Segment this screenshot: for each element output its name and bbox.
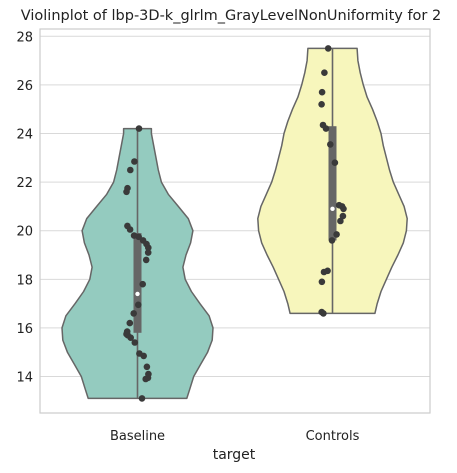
median-marker bbox=[330, 206, 335, 212]
data-point bbox=[335, 201, 343, 209]
median-marker bbox=[135, 291, 140, 297]
data-point bbox=[318, 101, 325, 108]
data-point bbox=[136, 350, 143, 357]
data-point bbox=[318, 88, 326, 96]
data-point bbox=[130, 310, 137, 317]
data-points bbox=[123, 45, 347, 402]
data-point bbox=[131, 339, 139, 346]
data-point bbox=[131, 158, 138, 165]
chart-title: Violinplot of lbp-3D-k_glrlm_GrayLevelNo… bbox=[21, 8, 441, 24]
violins bbox=[61, 47, 408, 400]
data-point bbox=[138, 395, 146, 402]
data-point bbox=[130, 232, 138, 239]
y-tick-label: 22 bbox=[16, 176, 33, 191]
data-point bbox=[124, 222, 131, 230]
y-tick-label: 28 bbox=[16, 30, 33, 45]
y-tick-label: 14 bbox=[16, 371, 33, 386]
y-tick-label: 16 bbox=[16, 322, 33, 337]
data-point bbox=[318, 308, 326, 316]
data-point bbox=[324, 267, 331, 275]
data-point bbox=[327, 141, 334, 148]
iqr-box bbox=[328, 126, 337, 241]
y-tick-label: 24 bbox=[16, 128, 33, 143]
y-tick-label: 26 bbox=[16, 79, 33, 94]
data-point bbox=[135, 125, 143, 132]
data-point bbox=[123, 328, 131, 335]
iqr-box bbox=[133, 233, 142, 333]
data-point bbox=[139, 280, 146, 288]
plot-frame bbox=[39, 28, 431, 414]
x-tick-label-controls: Controls bbox=[306, 429, 360, 444]
data-point bbox=[142, 256, 150, 264]
x-axis-label: target bbox=[213, 447, 256, 463]
data-point bbox=[318, 278, 326, 286]
data-point bbox=[339, 212, 347, 220]
data-point bbox=[143, 363, 151, 371]
data-point bbox=[319, 121, 327, 129]
data-point bbox=[135, 301, 142, 309]
data-point bbox=[126, 319, 134, 327]
x-tick-labels: Baseline Controls bbox=[110, 429, 360, 444]
y-tick-label: 20 bbox=[16, 225, 33, 240]
data-point bbox=[337, 217, 344, 225]
data-point bbox=[328, 237, 336, 244]
data-point bbox=[127, 166, 134, 174]
x-tick-label-baseline: Baseline bbox=[110, 429, 165, 444]
data-point bbox=[124, 184, 131, 192]
y-tick-label: 18 bbox=[16, 273, 33, 288]
data-point bbox=[145, 370, 152, 378]
data-point bbox=[331, 159, 339, 166]
data-point bbox=[144, 249, 152, 256]
data-point bbox=[324, 45, 332, 52]
y-tick-labels: 14 16 18 20 22 24 26 28 bbox=[16, 30, 33, 385]
data-point bbox=[139, 237, 147, 244]
data-point bbox=[321, 69, 328, 76]
data-point bbox=[333, 231, 340, 238]
